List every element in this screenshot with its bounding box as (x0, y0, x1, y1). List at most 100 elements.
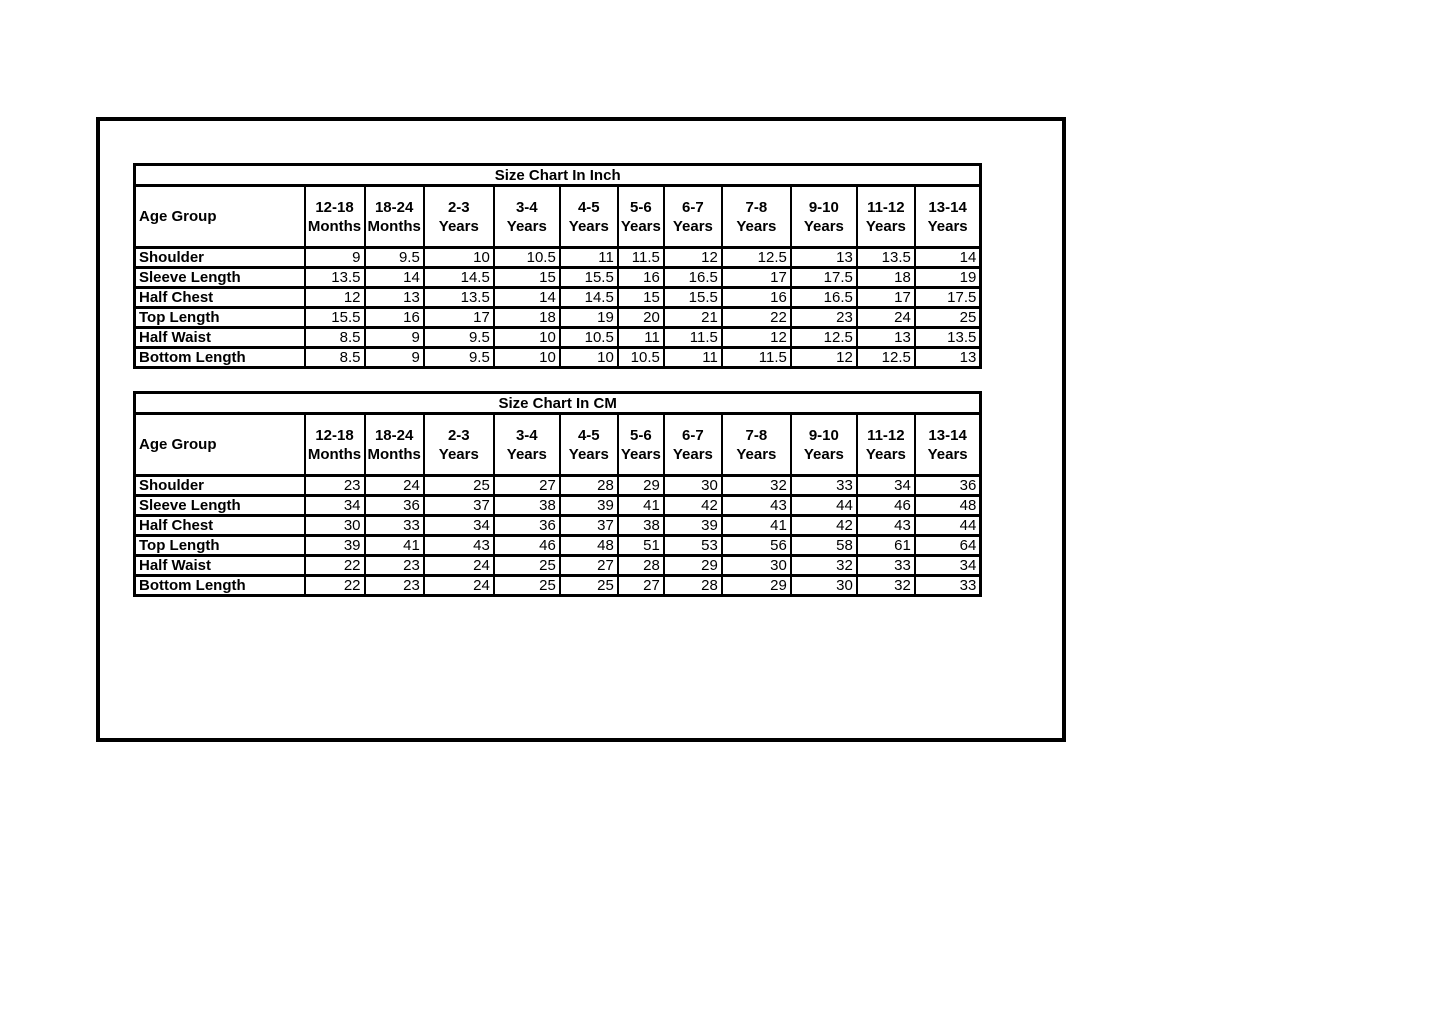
value-cell: 25 (913, 306, 982, 329)
value-cell: 15 (616, 286, 665, 309)
table-row: Top Length 39 41 43 46 48 51 53 56 58 61 64 (133, 534, 982, 557)
value-cell: 12.5 (720, 246, 792, 269)
value-cell: 17 (720, 266, 792, 289)
value-cell: 48 (913, 494, 982, 517)
value-cell: 19 (558, 306, 619, 329)
column-header: 3-4 Years (492, 412, 561, 477)
value-cell: 32 (789, 554, 858, 577)
value-cell: 16 (616, 266, 665, 289)
value-cell: 12.5 (789, 326, 858, 349)
value-cell: 37 (558, 514, 619, 537)
value-cell: 12.5 (855, 346, 916, 369)
value-cell: 16 (720, 286, 792, 309)
row-label: Shoulder (133, 246, 306, 269)
value-cell: 11 (558, 246, 619, 269)
value-cell: 14 (913, 246, 982, 269)
value-cell: 12 (789, 346, 858, 369)
value-cell: 30 (720, 554, 792, 577)
value-cell: 14.5 (422, 266, 495, 289)
table-row: Shoulder 9 9.5 10 10.5 11 11.5 12 12.5 13 13.5 14 (133, 246, 982, 269)
value-cell: 30 (303, 514, 366, 537)
value-cell: 42 (662, 494, 723, 517)
value-cell: 9.5 (422, 346, 495, 369)
column-header: 4-5 Years (558, 184, 619, 249)
value-cell: 13 (855, 326, 916, 349)
column-header: 11-12 Years (855, 184, 916, 249)
table-row: Sleeve Length 13.5 14 14.5 15 15.5 16 16.5 17 17.… (133, 266, 982, 289)
value-cell: 12 (720, 326, 792, 349)
row-label: Bottom Length (133, 574, 306, 597)
value-cell: 22 (303, 574, 366, 597)
value-cell: 13.5 (855, 246, 916, 269)
value-cell: 27 (616, 574, 665, 597)
value-cell: 36 (363, 494, 425, 517)
value-cell: 15 (492, 266, 561, 289)
value-cell: 16 (363, 306, 425, 329)
value-cell: 15.5 (303, 306, 366, 329)
row-label: Top Length (133, 534, 306, 557)
column-header: 9-10 Years (789, 412, 858, 477)
value-cell: 9.5 (363, 246, 425, 269)
value-cell: 43 (855, 514, 916, 537)
value-cell: 11.5 (662, 326, 723, 349)
value-cell: 9 (303, 246, 366, 269)
value-cell: 41 (720, 514, 792, 537)
value-cell: 24 (422, 554, 495, 577)
column-header: 9-10 Years (789, 184, 858, 249)
value-cell: 28 (616, 554, 665, 577)
value-cell: 32 (720, 474, 792, 497)
row-label: Half Chest (133, 514, 306, 537)
value-cell: 33 (855, 554, 916, 577)
column-header: 2-3 Years (422, 184, 495, 249)
outer-border-frame: Size Chart In Inch Age Group 12-18 Months 1… (96, 117, 1066, 742)
table-row: Half Waist 22 23 24 25 27 28 29 30 32 33 34 (133, 554, 982, 577)
value-cell: 24 (363, 474, 425, 497)
value-cell: 39 (558, 494, 619, 517)
value-cell: 48 (558, 534, 619, 557)
table-title: Size Chart In Inch (133, 163, 982, 187)
value-cell: 10.5 (492, 246, 561, 269)
value-cell: 17 (422, 306, 495, 329)
row-label: Half Waist (133, 554, 306, 577)
value-cell: 11 (662, 346, 723, 369)
value-cell: 18 (492, 306, 561, 329)
value-cell: 9 (363, 346, 425, 369)
row-label: Sleeve Length (133, 266, 306, 289)
value-cell: 53 (662, 534, 723, 557)
row-label: Bottom Length (133, 346, 306, 369)
row-label: Sleeve Length (133, 494, 306, 517)
value-cell: 30 (662, 474, 723, 497)
value-cell: 10.5 (616, 346, 665, 369)
column-header: 7-8 Years (720, 412, 792, 477)
value-cell: 23 (303, 474, 366, 497)
value-cell: 9 (363, 326, 425, 349)
column-header: 4-5 Years (558, 412, 619, 477)
column-header: 2-3 Years (422, 412, 495, 477)
tables-container: Size Chart In Inch Age Group 12-18 Months 1… (133, 163, 983, 619)
column-header: 12-18 Months (303, 412, 366, 477)
value-cell: 8.5 (303, 326, 366, 349)
table-row: Sleeve Length 34 36 37 38 39 41 42 43 44 46 48 (133, 494, 982, 517)
value-cell: 23 (789, 306, 858, 329)
value-cell: 14 (363, 266, 425, 289)
column-header: 6-7 Years (662, 412, 723, 477)
value-cell: 10.5 (558, 326, 619, 349)
value-cell: 39 (303, 534, 366, 557)
value-cell: 18 (855, 266, 916, 289)
value-cell: 25 (492, 574, 561, 597)
value-cell: 33 (363, 514, 425, 537)
table-title: Size Chart In CM (133, 391, 982, 415)
value-cell: 16.5 (662, 266, 723, 289)
column-header: 18-24 Months (363, 412, 425, 477)
value-cell: 61 (855, 534, 916, 557)
table-title-row: Size Chart In Inch (133, 163, 982, 187)
value-cell: 13 (789, 246, 858, 269)
value-cell: 25 (422, 474, 495, 497)
value-cell: 43 (720, 494, 792, 517)
value-cell: 17.5 (913, 286, 982, 309)
size-chart-table: Size Chart In Inch Age Group 12-18 Months 1… (133, 163, 983, 369)
value-cell: 17.5 (789, 266, 858, 289)
value-cell: 38 (492, 494, 561, 517)
value-cell: 36 (492, 514, 561, 537)
